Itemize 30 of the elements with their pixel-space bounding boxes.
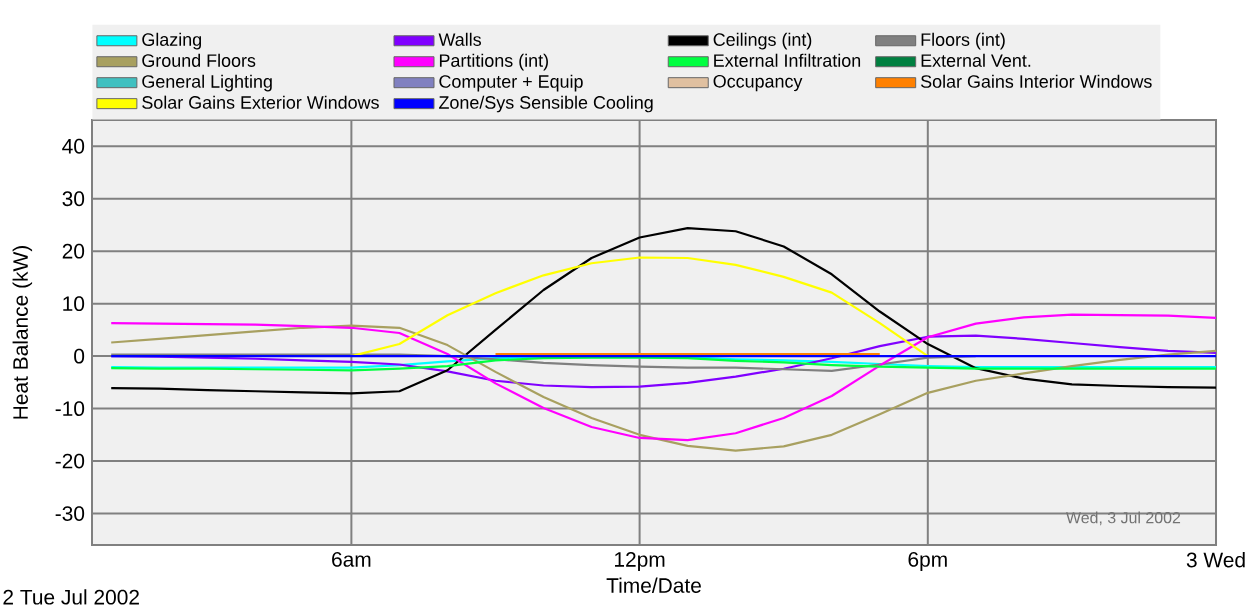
- legend-label: Glazing: [142, 32, 201, 50]
- y-tick-label: 40: [62, 138, 85, 154]
- legend-label: Computer + Equip: [439, 74, 583, 92]
- y-tick-label: 10: [63, 296, 85, 312]
- y-tick-label: 30: [62, 191, 85, 207]
- y-tick-label: -30: [55, 506, 85, 521]
- legend-label: Solar Gains Exterior Windows: [142, 95, 379, 109]
- legend-label: External Vent.: [921, 53, 1031, 67]
- y-tick-label: 20: [62, 243, 85, 259]
- text: 2 Tue Jul 2002: [3, 589, 139, 605]
- legend-label: Ceilings (int): [713, 32, 812, 50]
- x-tick-label: 6am: [332, 552, 371, 567]
- legend-label: Zone/Sys Sensible Cooling: [439, 95, 653, 113]
- legend-label: External Infiltration: [714, 53, 861, 67]
- legend-label: Solar Gains Interior Windows: [920, 74, 1152, 88]
- legend-label: Ground Floors: [142, 53, 256, 67]
- annotation: Wed, 3 Jul 2002: [1066, 511, 1181, 526]
- x-axis-title: Time/Date: [606, 577, 701, 593]
- legend-label: Occupancy: [713, 74, 803, 92]
- legend-label: Partitions (int): [439, 53, 548, 71]
- legend-label: General Lighting: [142, 74, 272, 92]
- x-tick-label: 6pm: [908, 552, 947, 571]
- y-tick-label: -20: [55, 453, 85, 469]
- y-tick-label: -10: [55, 401, 85, 416]
- y-axis-title: Heat Balance (kW): [12, 246, 33, 419]
- legend-label: Floors (int): [921, 32, 1005, 50]
- x-tick-label: 3 Wed: [1186, 552, 1245, 568]
- legend-label: Walls: [438, 32, 481, 46]
- y-tick-label: 0: [74, 348, 85, 364]
- x-tick-label: 12pm: [615, 552, 665, 571]
